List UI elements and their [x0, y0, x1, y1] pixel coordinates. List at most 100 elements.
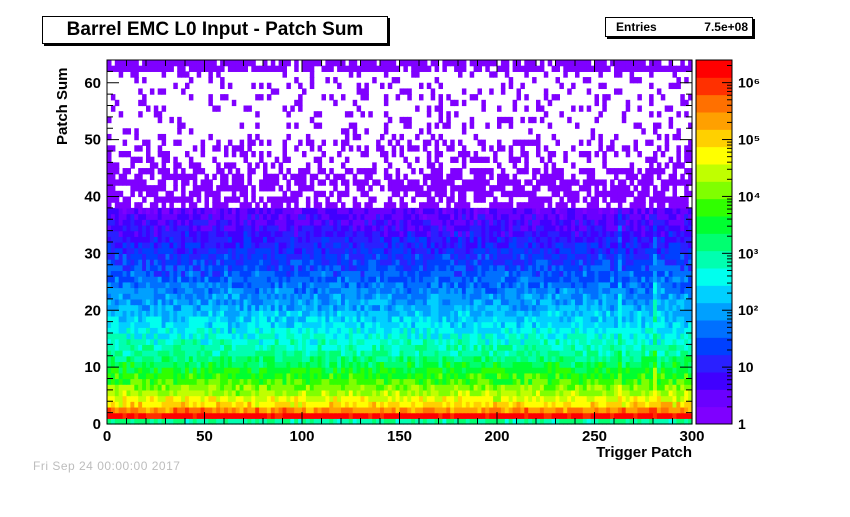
heatmap-cell [266, 406, 272, 414]
heatmap-cell [391, 298, 397, 306]
heatmap-cell [547, 287, 553, 294]
heatmap-cell [688, 276, 693, 283]
heatmap-cell [676, 418, 681, 425]
heatmap-cell [508, 406, 514, 414]
heatmap-cell [575, 264, 580, 272]
heatmap-cell [481, 355, 486, 363]
heatmap-cell [149, 372, 155, 380]
heatmap-cell [126, 281, 131, 289]
heatmap-cell [220, 293, 225, 300]
heatmap-cell [653, 247, 658, 254]
heatmap-cell [645, 270, 650, 277]
heatmap-cell [454, 287, 459, 294]
heatmap-cell [528, 378, 533, 385]
heatmap-cell [360, 338, 365, 345]
heatmap-cell [606, 315, 611, 323]
heatmap-cell [231, 259, 237, 266]
heatmap-cell [411, 259, 416, 266]
heatmap-cell [266, 287, 272, 294]
heatmap-cell [181, 281, 186, 289]
heatmap-cell [399, 327, 404, 334]
heatmap-cell [313, 344, 319, 351]
heatmap-cell [325, 270, 330, 277]
heatmap-cell [547, 270, 553, 277]
heatmap-cell [122, 310, 128, 317]
heatmap-cell [575, 242, 580, 249]
heatmap-cell [594, 384, 599, 391]
heatmap-cell [387, 406, 393, 414]
heatmap-cell [321, 344, 326, 351]
heatmap-cell [138, 395, 143, 402]
heatmap-cell [274, 298, 280, 306]
heatmap-cell [212, 338, 217, 345]
heatmap-cell [380, 418, 385, 425]
heatmap-cell [524, 236, 529, 243]
heatmap-cell [430, 401, 436, 408]
heatmap-cell [177, 321, 182, 328]
heatmap-cell [364, 372, 369, 380]
heatmap-cell [465, 242, 471, 249]
heatmap-cell [403, 276, 408, 283]
heatmap-cell [138, 253, 143, 260]
heatmap-cell [489, 350, 494, 357]
heatmap-cell [395, 310, 401, 317]
heatmap-cell [270, 304, 276, 311]
heatmap-cell [508, 401, 514, 408]
heatmap-cell [134, 259, 139, 266]
heatmap-cell [629, 242, 635, 249]
heatmap-cell [142, 372, 147, 380]
heatmap-cell [286, 264, 291, 272]
heatmap-cell [192, 384, 198, 391]
heatmap-cell [500, 395, 506, 402]
heatmap-cell [282, 264, 287, 272]
heatmap-cell [684, 321, 689, 328]
heatmap-cell [278, 338, 284, 345]
heatmap-cell [426, 418, 432, 425]
heatmap-cell [430, 344, 436, 351]
heatmap-cell [224, 253, 229, 260]
heatmap-cell [469, 304, 475, 311]
heatmap-cell [181, 253, 186, 260]
heatmap-cell [344, 298, 350, 306]
heatmap-cell [177, 418, 182, 425]
heatmap-cell [637, 344, 642, 351]
heatmap-cell [376, 333, 381, 340]
heatmap-cell [298, 276, 303, 283]
heatmap-cell [508, 264, 514, 272]
heatmap-cell [438, 281, 443, 289]
heatmap-cell [247, 350, 252, 357]
heatmap-cell [551, 298, 557, 306]
heatmap-cell [329, 384, 334, 391]
heatmap-cell [216, 281, 221, 289]
heatmap-cell [380, 378, 385, 385]
heatmap-cell [122, 304, 128, 311]
heatmap-cell [668, 264, 674, 272]
heatmap-cell [286, 281, 291, 289]
heatmap-cell [684, 287, 689, 294]
heatmap-cell [617, 298, 623, 306]
heatmap-cell [309, 338, 315, 345]
heatmap-cell [391, 327, 397, 334]
heatmap-cell [547, 321, 553, 328]
heatmap-cell [621, 378, 627, 385]
heatmap-cell [563, 281, 568, 289]
heatmap-cell [567, 338, 572, 345]
heatmap-cell [419, 298, 424, 306]
heatmap-cell [333, 406, 338, 414]
heatmap-cell [621, 412, 627, 419]
heatmap-cell [395, 367, 401, 374]
heatmap-cell [395, 270, 401, 277]
heatmap-cell [274, 401, 280, 408]
heatmap-cell [403, 259, 408, 266]
heatmap-cell [192, 264, 198, 272]
heatmap-cell [309, 361, 315, 368]
heatmap-cell [559, 247, 564, 254]
heatmap-cell [368, 304, 373, 311]
heatmap-cell [380, 247, 385, 254]
heatmap-cell [656, 298, 662, 306]
heatmap-cell [621, 389, 627, 397]
heatmap-cell [259, 304, 264, 311]
heatmap-cell [532, 372, 537, 380]
heatmap-cell [380, 276, 385, 283]
heatmap-cell [411, 304, 416, 311]
